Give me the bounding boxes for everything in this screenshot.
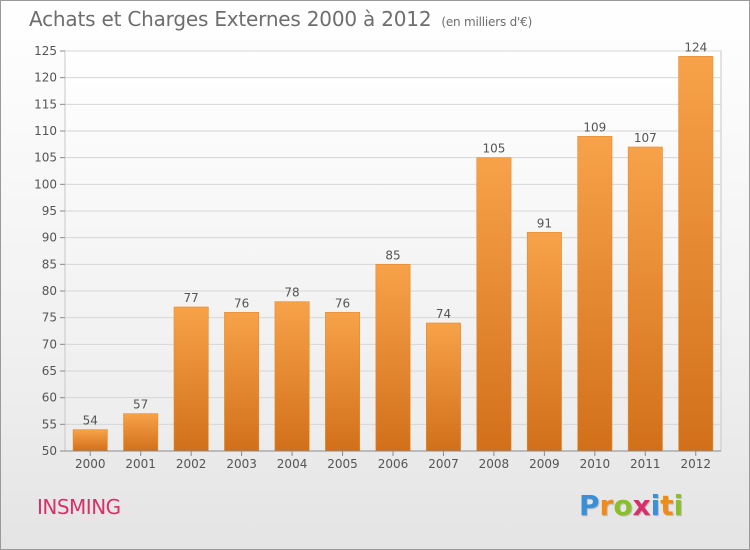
y-tick-label: 115 xyxy=(34,97,57,111)
proxiti-logo: Proxiti xyxy=(579,489,683,522)
bar-2002 xyxy=(173,306,209,452)
bar-2006 xyxy=(375,264,411,452)
y-tick-label: 70 xyxy=(42,337,57,351)
x-tick-label: 2002 xyxy=(176,457,207,471)
x-tick-label: 2008 xyxy=(479,457,510,471)
bar-2003 xyxy=(224,312,260,452)
data-label: 91 xyxy=(537,216,552,230)
bar-2010 xyxy=(577,136,613,452)
data-label: 78 xyxy=(284,286,299,300)
bar-2012 xyxy=(678,56,714,452)
data-label: 124 xyxy=(684,40,707,54)
y-tick-label: 60 xyxy=(42,391,57,405)
logo-letter: P xyxy=(579,489,600,522)
town-name: INSMING xyxy=(37,495,121,519)
bars xyxy=(72,56,714,452)
data-label: 54 xyxy=(83,414,98,428)
y-tick-label: 95 xyxy=(42,204,57,218)
y-tick-label: 125 xyxy=(34,44,57,58)
data-labels: 54 57 77 76 78 76 85 74 105 91 109 107 124 xyxy=(83,40,708,427)
chart-subtitle: (en milliers d'€) xyxy=(441,15,533,29)
bar-2001 xyxy=(123,413,159,452)
y-tick-label: 90 xyxy=(42,231,57,245)
x-tick-label: 2010 xyxy=(580,457,611,471)
bar-2005 xyxy=(325,312,360,452)
x-tick-label: 2004 xyxy=(277,457,308,471)
logo-letter: o xyxy=(613,489,633,522)
y-tick-label: 50 xyxy=(42,444,57,458)
data-label: 109 xyxy=(583,120,606,134)
x-tick-label: 2005 xyxy=(327,457,358,471)
y-tick-label: 75 xyxy=(42,311,57,325)
x-tick-label: 2009 xyxy=(529,457,560,471)
bar-2011 xyxy=(627,146,663,452)
logo-letter: r xyxy=(599,489,614,522)
bar-2004 xyxy=(274,301,310,452)
bar-2000 xyxy=(72,429,108,452)
data-label: 77 xyxy=(184,291,199,305)
chart-title-text: Achats et Charges Externes 2000 à 2012 xyxy=(29,7,432,31)
y-tick-label: 85 xyxy=(42,257,57,271)
bar-2008 xyxy=(476,157,512,452)
y-tick-label: 55 xyxy=(42,417,57,431)
x-tick-label: 2001 xyxy=(125,457,156,471)
logo-letter: x xyxy=(632,489,651,522)
x-tick-label: 2012 xyxy=(680,457,711,471)
y-tick-label: 110 xyxy=(34,124,57,138)
data-label: 107 xyxy=(634,131,657,145)
x-tick-label: 2007 xyxy=(428,457,459,471)
x-tick-label: 2006 xyxy=(378,457,409,471)
x-tick-label: 2011 xyxy=(630,457,661,471)
bar-2007 xyxy=(426,322,461,452)
x-axis-ticks: 2000 2001 2002 2003 2004 2005 2006 2007 2008 2009… xyxy=(65,450,721,471)
y-tick-label: 105 xyxy=(34,151,57,165)
logo-letter: i xyxy=(650,489,661,522)
chart-title: Achats et Charges Externes 2000 à 2012 (e… xyxy=(29,7,532,31)
y-tick-label: 65 xyxy=(42,364,57,378)
y-tick-label: 100 xyxy=(34,177,57,191)
x-tick-label: 2003 xyxy=(226,457,257,471)
logo-letter: i xyxy=(673,489,684,522)
data-label: 76 xyxy=(335,296,350,310)
data-label: 57 xyxy=(133,398,148,412)
x-tick-label: 2000 xyxy=(75,457,106,471)
bar-2009 xyxy=(526,232,562,452)
y-tick-label: 80 xyxy=(42,284,57,298)
y-axis-ticks: 50 55 60 65 70 75 80 85 90 95 100 105 110 115 120 125 xyxy=(34,44,57,458)
data-label: 76 xyxy=(234,296,249,310)
data-label: 85 xyxy=(385,248,400,262)
data-label: 105 xyxy=(482,142,505,156)
logo-letter: t xyxy=(660,489,674,522)
data-label: 74 xyxy=(436,307,451,321)
y-tick-label: 120 xyxy=(34,71,57,85)
